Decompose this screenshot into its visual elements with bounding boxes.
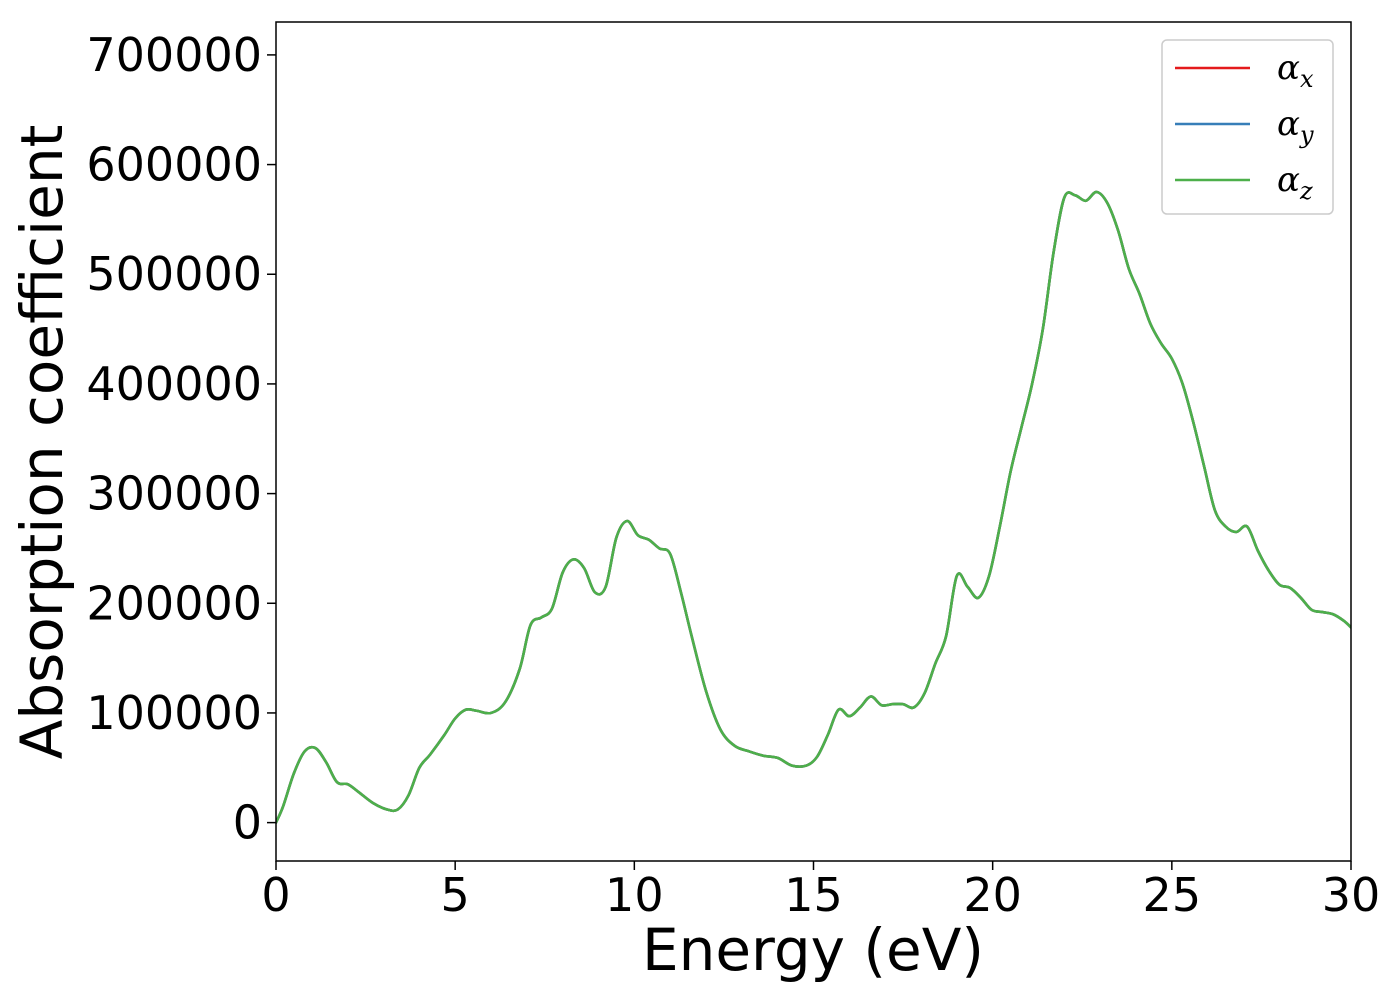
x-tick-label: 30 — [1322, 868, 1381, 922]
plot-frame — [275, 21, 1352, 862]
legend-box — [1161, 39, 1334, 215]
y-tick-label: 0 — [233, 796, 262, 850]
series-line-z — [276, 190, 1351, 824]
y-tick-label: 200000 — [86, 576, 262, 630]
y-tick-label: 100000 — [86, 686, 262, 740]
y-tick-label: 600000 — [86, 138, 262, 192]
y-tick-label: 700000 — [86, 28, 262, 82]
x-tick-label: 15 — [784, 868, 843, 922]
y-axis-ticks: 0 100000 200000 300000 400000 500000 600000 700… — [86, 28, 276, 850]
series-lines — [276, 190, 1351, 824]
x-axis-ticks: 0 5 10 15 20 25 30 — [261, 861, 1380, 922]
x-tick-label: 5 — [441, 868, 470, 922]
x-tick-label: 20 — [963, 868, 1022, 922]
y-tick-label: 400000 — [86, 357, 262, 411]
y-tick-label: 500000 — [86, 247, 262, 301]
y-tick-label: 300000 — [86, 467, 262, 521]
legend: αx αy αz — [1161, 39, 1334, 215]
legend-label-z: αz — [1277, 160, 1313, 205]
x-tick-label: 25 — [1143, 868, 1202, 922]
legend-label-y: αy — [1277, 104, 1314, 149]
x-axis-label: Energy (eV) — [642, 916, 984, 984]
legend-label-x: αx — [1277, 48, 1314, 93]
series-line-x — [276, 190, 1351, 824]
x-tick-label: 0 — [261, 868, 290, 922]
series-line-y — [276, 190, 1351, 824]
x-tick-label: 10 — [605, 868, 664, 922]
y-axis-label: Absorption coefficient — [8, 125, 76, 760]
